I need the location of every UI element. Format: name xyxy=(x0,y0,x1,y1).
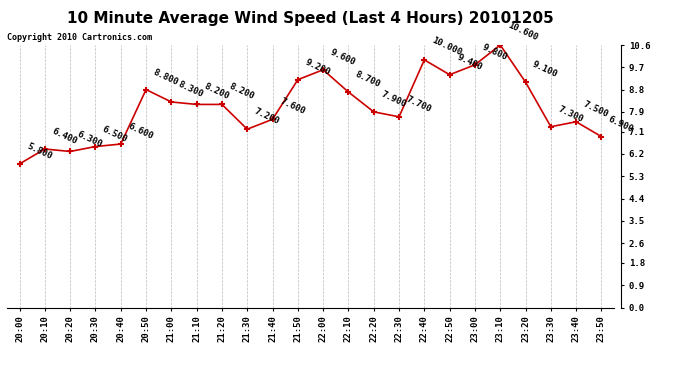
Text: 7.900: 7.900 xyxy=(380,90,408,109)
Text: 9.600: 9.600 xyxy=(328,48,357,67)
Text: 7.500: 7.500 xyxy=(582,99,610,119)
Text: 10.000: 10.000 xyxy=(430,35,463,57)
Text: 7.700: 7.700 xyxy=(404,94,433,114)
Text: Copyright 2010 Cartronics.com: Copyright 2010 Cartronics.com xyxy=(7,33,152,42)
Text: 7.300: 7.300 xyxy=(556,104,584,124)
Text: 7.600: 7.600 xyxy=(278,97,306,117)
Text: 8.200: 8.200 xyxy=(228,82,256,102)
Text: 8.300: 8.300 xyxy=(177,80,205,99)
Text: 9.100: 9.100 xyxy=(531,60,560,80)
Text: 6.300: 6.300 xyxy=(76,129,104,149)
Text: 9.800: 9.800 xyxy=(480,42,509,62)
Text: 8.800: 8.800 xyxy=(152,67,180,87)
Text: 6.600: 6.600 xyxy=(126,122,155,141)
Text: 6.400: 6.400 xyxy=(50,127,79,146)
Text: 6.500: 6.500 xyxy=(101,124,129,144)
Text: 10 Minute Average Wind Speed (Last 4 Hours) 20101205: 10 Minute Average Wind Speed (Last 4 Hou… xyxy=(67,11,554,26)
Text: 10.600: 10.600 xyxy=(506,20,539,42)
Text: 9.200: 9.200 xyxy=(304,57,332,77)
Text: 7.200: 7.200 xyxy=(253,107,281,126)
Text: 9.400: 9.400 xyxy=(455,53,484,72)
Text: 8.700: 8.700 xyxy=(354,70,382,89)
Text: 8.200: 8.200 xyxy=(202,82,230,102)
Text: 6.900: 6.900 xyxy=(607,114,635,134)
Text: 5.800: 5.800 xyxy=(25,142,53,161)
